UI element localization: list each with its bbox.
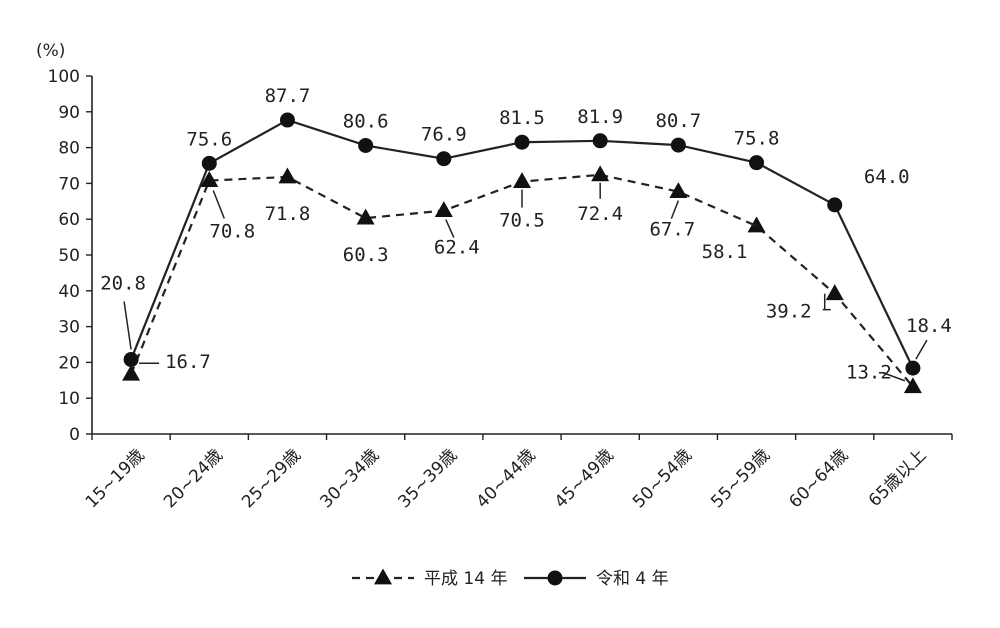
legend-label-1: 令和 4 年 (596, 569, 669, 589)
series-0-leader-line (445, 219, 455, 238)
series-1-data-label: 80.7 (655, 110, 701, 132)
series-1-data-label: 75.8 (734, 128, 780, 150)
y-tick-label: 30 (58, 318, 80, 338)
series-1-leader-line (915, 339, 928, 360)
series-0-point (591, 165, 610, 182)
x-tick-label: 20~24歳 (160, 445, 227, 512)
x-tick-label: 50~54歳 (629, 445, 696, 512)
y-tick-label: 70 (58, 174, 80, 194)
legend-marker-0 (374, 568, 392, 585)
series-1-point (670, 137, 686, 153)
x-tick-label: 30~34歳 (316, 445, 383, 512)
series-0-point (356, 208, 375, 225)
series-0-leader-line (670, 200, 680, 219)
x-tick-label: 15~19歳 (82, 445, 149, 512)
series-0-point (513, 172, 531, 189)
series-1-data-label: 75.6 (186, 128, 232, 150)
series-1-data-label: 18.4 (906, 315, 952, 337)
series-1-data-label: 76.9 (421, 124, 467, 146)
series-0-leader-line (882, 372, 906, 382)
series-0-data-label: 70.5 (499, 210, 545, 232)
series-1-point (436, 151, 452, 167)
axes: (%) (36, 41, 952, 435)
series-1-point (749, 155, 765, 171)
series-0-data-label: 67.7 (649, 219, 695, 241)
series-0-data-label: 60.3 (343, 244, 389, 266)
series-1-data-label: 80.6 (343, 110, 389, 132)
y-axis-unit-label: (%) (36, 41, 65, 61)
series-1-data-label: 81.5 (499, 107, 545, 129)
y-tick-label: 90 (58, 103, 80, 123)
y-tick-label: 100 (48, 67, 80, 87)
series-1-point (279, 112, 295, 128)
y-tick-label: 10 (58, 389, 80, 409)
series-0-leader-line (212, 190, 225, 219)
series-1-data-label: 81.9 (577, 106, 623, 128)
series-1-point (905, 360, 921, 376)
x-tick-label: 55~59歳 (707, 445, 774, 512)
y-tick-label: 80 (58, 139, 80, 159)
series-1-leader-line (123, 301, 132, 350)
y-tick-label: 0 (69, 425, 80, 445)
x-tick-label: 65歳以上 (865, 445, 931, 511)
y-tick-label: 20 (58, 353, 80, 373)
legend-label-0: 平成 14 年 (424, 569, 507, 589)
series-0-point (200, 171, 219, 187)
series-1-point (827, 197, 843, 213)
series-1-point (358, 137, 374, 153)
x-ticks: 15~19歳 20~24歳 25~29歳 30~34歳 35~39歳 40~44歳 45~4… (82, 434, 953, 512)
series-1-data-label: 64.0 (864, 166, 910, 188)
y-tick-label: 40 (58, 282, 80, 302)
series (122, 112, 922, 394)
series-0-point (434, 201, 453, 218)
series-0-data-label: 71.8 (265, 203, 311, 225)
data-labels: 16.7 70.8 71.8 60.3 62.4 70.5 72.4 67.7 58.1 39.2… (100, 85, 952, 384)
series-0-data-label: 16.7 (165, 351, 211, 373)
series-1-data-label: 87.7 (265, 85, 311, 107)
y-tick-label: 50 (58, 246, 80, 266)
legend-marker-1 (547, 570, 563, 586)
series-0-point (903, 377, 922, 394)
series-0-data-label: 70.8 (209, 221, 255, 243)
x-tick-label: 35~39歳 (395, 445, 462, 512)
legend: 平成 14 年 令和 4 年 (352, 568, 669, 589)
series-0-data-label: 72.4 (577, 203, 623, 225)
x-tick-label: 25~29歳 (238, 445, 305, 512)
series-1-point (592, 133, 608, 149)
y-tick-label: 60 (58, 210, 80, 230)
y-ticks: 0 10 20 30 40 50 60 70 80 90 100 (48, 67, 92, 445)
series-1-point (514, 134, 530, 150)
series-1-point (201, 155, 217, 171)
series-1-point (123, 352, 139, 368)
series-0-data-label: 62.4 (434, 237, 480, 259)
series-0-data-label: 13.2 (846, 362, 892, 384)
series-0-leader-line (751, 223, 757, 227)
series-0-point (278, 167, 297, 184)
x-tick-label: 45~49歳 (551, 445, 618, 512)
x-tick-label: 60~64歳 (785, 445, 852, 512)
series-line-1 (130, 118, 914, 369)
series-0-point (825, 284, 844, 301)
series-0-point (122, 364, 141, 381)
series-0-point (669, 182, 688, 199)
series-1-data-label: 20.8 (100, 273, 146, 295)
x-tick-label: 40~44歳 (473, 445, 540, 512)
series-0-data-label: 58.1 (702, 241, 748, 263)
series-0-data-label: 39.2 (766, 301, 812, 323)
